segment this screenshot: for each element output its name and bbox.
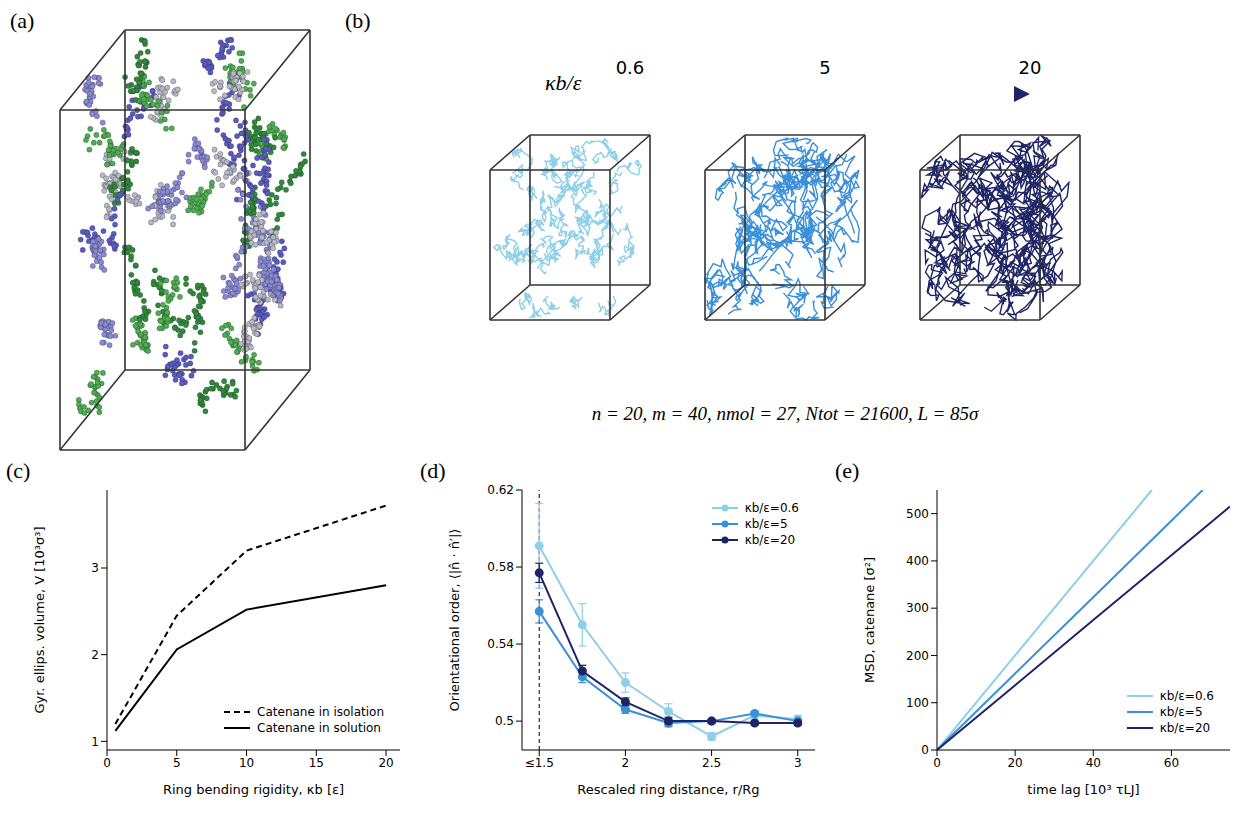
svg-text:(a): (a) <box>10 8 34 33</box>
html-text:κb/ε=0.6: κb/ε=0.6 <box>744 501 799 515</box>
svg-text:0.58: 0.58 <box>487 560 514 574</box>
html-text:κb/ε=0.6: κb/ε=0.6 <box>1159 689 1214 703</box>
svg-text:20: 20 <box>378 756 393 770</box>
svg-text:0.6: 0.6 <box>616 57 645 78</box>
svg-text:time lag [10³ τLJ]: time lag [10³ τLJ] <box>1027 782 1139 797</box>
svg-text:Rescaled ring distance, r/Rg: Rescaled ring distance, r/Rg <box>577 782 759 797</box>
html-text:κb/ε=20: κb/ε=20 <box>1159 721 1211 735</box>
html-text:Catenane in solution: Catenane in solution <box>257 721 381 735</box>
html-text:(c): (c) <box>6 458 31 483</box>
svg-text:10: 10 <box>239 756 254 770</box>
svg-text:0.5: 0.5 <box>495 714 514 728</box>
svg-text:5: 5 <box>819 57 830 78</box>
svg-text:20: 20 <box>1007 756 1022 770</box>
svg-text:400: 400 <box>906 554 929 568</box>
svg-text:2: 2 <box>622 756 630 770</box>
html-text:κb/ε=5: κb/ε=5 <box>744 517 788 531</box>
svg-text:κb/ε: κb/ε <box>545 70 582 95</box>
svg-text:300: 300 <box>906 601 929 615</box>
svg-text:0.62: 0.62 <box>487 483 514 497</box>
svg-text:500: 500 <box>906 507 929 521</box>
svg-text:2.5: 2.5 <box>702 756 721 770</box>
html-text:κb/ε=5: κb/ε=5 <box>1159 705 1203 719</box>
svg-text:0: 0 <box>103 756 111 770</box>
html-text:(d): (d) <box>420 458 446 483</box>
svg-text:15: 15 <box>309 756 324 770</box>
svg-text:0: 0 <box>921 743 929 757</box>
svg-text:2: 2 <box>91 648 99 662</box>
svg-text:n = 20, m = 40, nmol = 27, Nto: n = 20, m = 40, nmol = 27, Ntot = 21600,… <box>592 403 979 424</box>
svg-text:200: 200 <box>906 649 929 663</box>
html-text:κb/ε=20: κb/ε=20 <box>744 533 796 547</box>
svg-text:Ring bending rigidity, κb [ε]: Ring bending rigidity, κb [ε] <box>163 782 344 797</box>
svg-text:MSD, catenane [σ²]: MSD, catenane [σ²] <box>862 557 877 683</box>
svg-text:1: 1 <box>91 735 99 749</box>
svg-text:60: 60 <box>1164 756 1179 770</box>
svg-text:(b): (b) <box>345 8 371 33</box>
svg-text:5: 5 <box>173 756 181 770</box>
svg-text:3: 3 <box>794 756 802 770</box>
html-text:Catenane in isolation: Catenane in isolation <box>257 705 384 719</box>
svg-text:Gyr. ellips. volume, V [10³σ³]: Gyr. ellips. volume, V [10³σ³] <box>32 526 47 713</box>
svg-text:100: 100 <box>906 696 929 710</box>
svg-text:Orientational order, ⟨|n̂ · n̂: Orientational order, ⟨|n̂ · n̂′|⟩ <box>447 529 462 712</box>
svg-text:0.54: 0.54 <box>487 637 514 651</box>
svg-text:≤1.5: ≤1.5 <box>525 756 554 770</box>
html-text:(e): (e) <box>835 458 860 483</box>
svg-text:0: 0 <box>933 756 941 770</box>
svg-text:20: 20 <box>1019 57 1042 78</box>
svg-text:40: 40 <box>1086 756 1101 770</box>
svg-text:3: 3 <box>91 561 99 575</box>
